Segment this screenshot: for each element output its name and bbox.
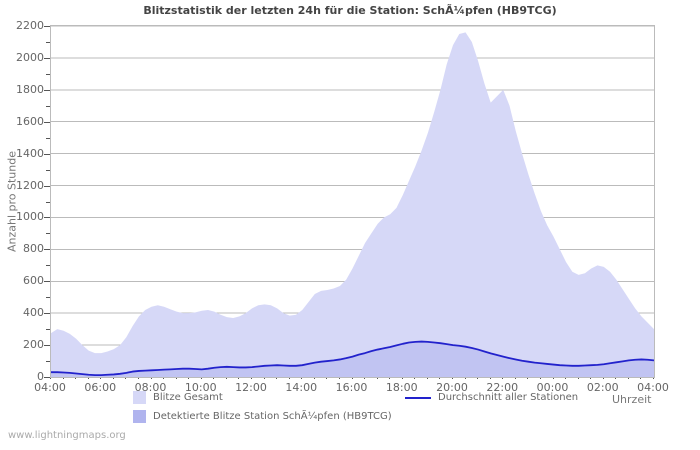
legend-swatch-total	[133, 391, 146, 404]
x-tick-label: 08:00	[134, 381, 167, 394]
y-tick-mark	[44, 57, 50, 59]
legend-item-blitze-gesamt: Blitze Gesamt	[133, 391, 223, 404]
x-tick-label: 22:00	[486, 381, 519, 394]
y-tick-mark	[44, 377, 50, 378]
y-tick-label: 600	[23, 274, 44, 288]
legend-item-average: Durchschnitt aller Stationen	[405, 392, 578, 403]
y-tick-label: 1800	[16, 82, 44, 96]
plot-area	[50, 25, 655, 378]
x-tick-label: 00:00	[536, 381, 569, 394]
y-tick-mark	[44, 121, 50, 123]
x-tick-label: 06:00	[84, 381, 117, 394]
y-tick-mark	[44, 217, 50, 219]
y-minor-tick-mark	[46, 233, 50, 235]
y-tick-label: 800	[23, 242, 44, 256]
y-tick-mark	[44, 313, 50, 315]
y-tick-label: 1000	[16, 210, 44, 224]
legend-label-station: Detektierte Blitze Station SchÃ¼pfen (HB…	[153, 411, 392, 422]
y-tick-mark	[44, 185, 50, 187]
y-minor-tick-mark	[46, 169, 50, 171]
x-tick-label: 20:00	[436, 381, 468, 394]
y-tick-label: 1200	[16, 178, 44, 192]
y-minor-tick-mark	[46, 137, 50, 139]
y-minor-tick-mark	[46, 105, 50, 107]
chart-title: Blitzstatistik der letzten 24h für die S…	[143, 4, 557, 17]
legend-item-station-detected: Detektierte Blitze Station SchÃ¼pfen (HB…	[133, 410, 392, 423]
x-tick-label: 12:00	[235, 381, 267, 394]
x-tick-label: 04:00	[34, 381, 66, 394]
y-tick-label: 2200	[16, 19, 44, 32]
x-tick-label: 14:00	[285, 381, 318, 394]
y-minor-tick-mark	[46, 201, 50, 203]
y-tick-mark	[44, 249, 50, 251]
x-tick-label: 10:00	[184, 381, 217, 394]
y-minor-tick-mark	[46, 329, 50, 331]
y-tick-label: 1400	[16, 146, 44, 160]
y-tick-mark	[44, 345, 50, 347]
site-watermark: www.lightningmaps.org	[8, 430, 126, 441]
y-tick-label: 200	[23, 338, 44, 352]
x-tick-label: 02:00	[586, 381, 619, 394]
chart-legend: Blitze Gesamt Detektierte Blitze Station…	[0, 389, 700, 429]
y-minor-tick-mark	[46, 361, 50, 363]
legend-label-average: Durchschnitt aller Stationen	[438, 392, 579, 403]
y-tick-label: 1600	[16, 114, 44, 128]
y-minor-tick-mark	[46, 73, 50, 75]
y-tick-mark	[44, 26, 50, 27]
x-axis-label: Uhrzeit	[612, 393, 652, 406]
y-tick-mark	[44, 89, 50, 91]
y-tick-mark	[44, 281, 50, 283]
y-minor-tick-mark	[46, 41, 50, 43]
legend-label-total: Blitze Gesamt	[153, 392, 223, 403]
legend-swatch-average-line	[405, 396, 431, 399]
plot-svg	[51, 26, 654, 377]
y-minor-tick-mark	[46, 265, 50, 267]
y-tick-mark	[44, 153, 50, 155]
y-tick-label: 2000	[16, 50, 44, 64]
x-tick-label: 04:00	[637, 381, 669, 394]
y-minor-tick-mark	[46, 297, 50, 299]
x-tick-label: 16:00	[335, 381, 368, 394]
legend-swatch-station	[133, 410, 146, 423]
y-tick-label: 400	[23, 306, 44, 320]
y-tick-label: 0	[37, 370, 44, 383]
x-tick-label: 18:00	[385, 381, 418, 394]
